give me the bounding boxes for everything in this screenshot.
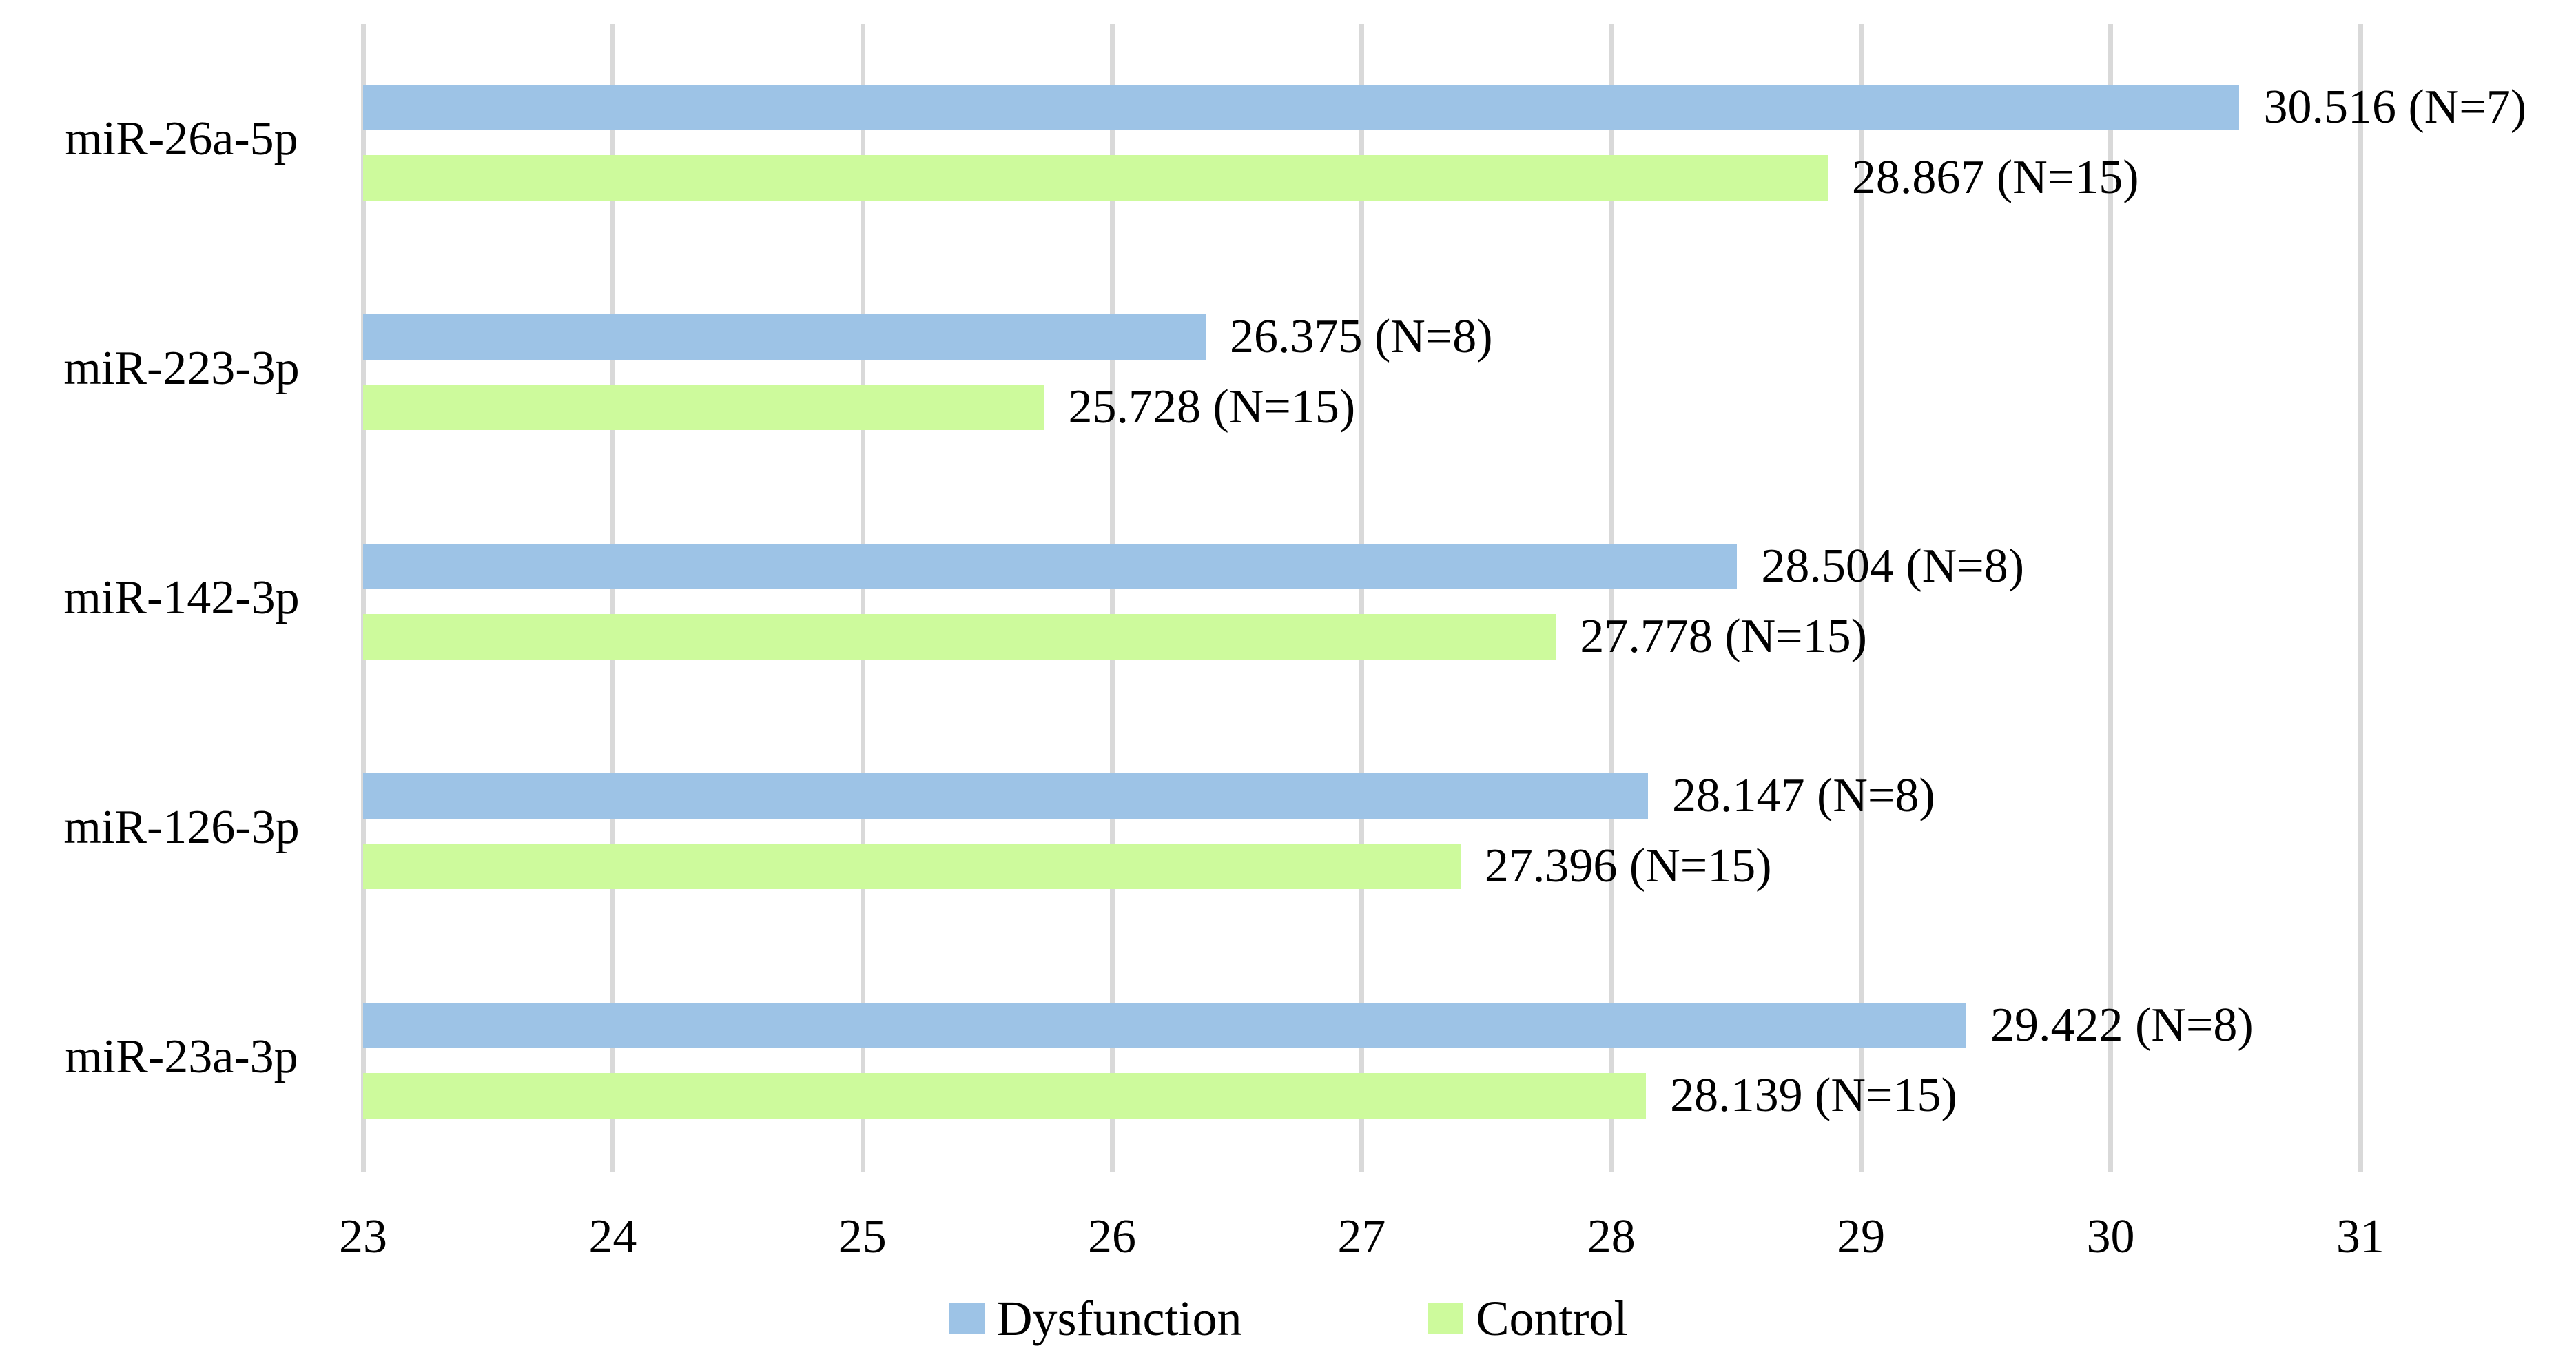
gridline-28 (1609, 24, 1614, 1172)
gridline-30 (2108, 24, 2114, 1172)
legend-item-control: Control (1428, 1280, 1627, 1356)
legend-swatch-control (1428, 1303, 1464, 1334)
bar-dysfunction-miR-142-3p (363, 544, 1738, 589)
legend-label-dysfunction: Dysfunction (996, 1291, 1242, 1346)
bar-control-miR-223-3p (363, 385, 1044, 430)
x-tick-label-28: 28 (1587, 1210, 1636, 1263)
bar-dysfunction-miR-223-3p (363, 314, 1206, 360)
category-label-miR-223-3p: miR-223-3p (63, 341, 300, 395)
bar-control-miR-126-3p (363, 844, 1461, 889)
x-tick-label-29: 29 (1837, 1210, 1886, 1263)
bar-control-miR-142-3p (363, 614, 1556, 660)
bar-dysfunction-miR-126-3p (363, 773, 1649, 819)
bar-value-label-dysfunction-miR-23a-3p: 29.422 (N=8) (1990, 999, 2254, 1052)
plot-area: 30.516 (N=7) 28.867 (N=15) 26.375 (N=8) 25.… (361, 24, 2526, 1172)
legend-item-dysfunction: Dysfunction (948, 1280, 1242, 1356)
bar-value-label-control-miR-142-3p: 27.778 (N=15) (1580, 610, 1867, 663)
gridline-23 (361, 24, 366, 1172)
gridline-26 (1110, 24, 1115, 1172)
x-tick-label-27: 27 (1337, 1210, 1386, 1263)
bar-value-label-control-miR-126-3p: 27.396 (N=15) (1484, 839, 1772, 892)
x-tick-label-23: 23 (339, 1210, 387, 1263)
gridline-25 (860, 24, 865, 1172)
legend: Dysfunction Control (0, 1280, 2576, 1356)
gridline-27 (1359, 24, 1365, 1172)
bar-dysfunction-miR-26a-5p (363, 85, 2240, 130)
bar-value-label-dysfunction-miR-26a-5p: 30.516 (N=7) (2263, 81, 2527, 134)
gridline-31 (2358, 24, 2363, 1172)
category-label-miR-23a-3p: miR-23a-3p (65, 1030, 298, 1083)
x-tick-label-26: 26 (1088, 1210, 1137, 1263)
x-tick-label-31: 31 (2336, 1210, 2384, 1263)
x-tick-label-24: 24 (588, 1210, 637, 1263)
category-label-miR-126-3p: miR-126-3p (63, 800, 300, 854)
legend-label-control: Control (1476, 1291, 1628, 1346)
category-label-miR-142-3p: miR-142-3p (63, 571, 300, 624)
x-tick-label-25: 25 (838, 1210, 887, 1263)
category-label-miR-26a-5p: miR-26a-5p (65, 112, 298, 165)
x-tick-label-30: 30 (2086, 1210, 2135, 1263)
bar-value-label-control-miR-26a-5p: 28.867 (N=15) (1851, 151, 2139, 204)
gridline-29 (1859, 24, 1864, 1172)
bar-value-label-dysfunction-miR-142-3p: 28.504 (N=8) (1761, 540, 2025, 593)
bar-control-miR-23a-3p (363, 1073, 1647, 1119)
bar-value-label-control-miR-23a-3p: 28.139 (N=15) (1670, 1069, 1957, 1122)
bar-dysfunction-miR-23a-3p (363, 1003, 1967, 1048)
bar-control-miR-26a-5p (363, 155, 1828, 201)
bar-value-label-dysfunction-miR-126-3p: 28.147 (N=8) (1672, 769, 1935, 822)
gridline-24 (610, 24, 616, 1172)
bar-value-label-dysfunction-miR-223-3p: 26.375 (N=8) (1229, 310, 1493, 363)
bar-value-label-control-miR-223-3p: 25.728 (N=15) (1068, 380, 1356, 433)
legend-swatch-dysfunction (948, 1303, 985, 1334)
